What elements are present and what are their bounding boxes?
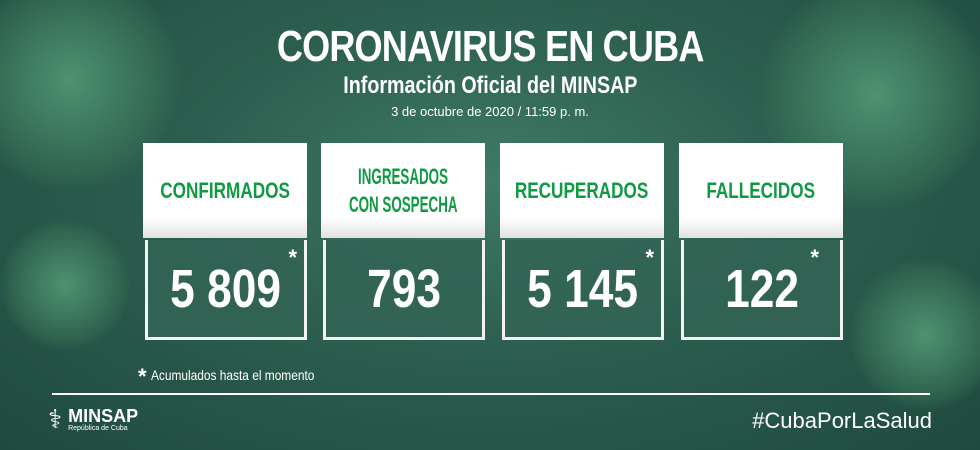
card-label: INGRESADOS CON SOSPECHA (348, 163, 458, 217)
page-subtitle: Información Oficial del MINSAP (342, 72, 638, 99)
card-value: 5 145 (527, 258, 639, 319)
virus-decoration (850, 260, 980, 410)
hashtag: #CubaPorLaSalud (752, 408, 932, 433)
card-value: 122 (725, 258, 799, 319)
footnote: * Acumulados hasta el momento (138, 364, 314, 389)
card-value: 5 809 (170, 258, 282, 319)
caduceus-emblem-icon: ⚕ (48, 404, 63, 434)
asterisk: * (645, 245, 654, 270)
report-datetime: 3 de octubre de 2020 / 11:59 p. m. (391, 104, 589, 119)
card-value: 793 (367, 258, 441, 319)
asterisk: * (810, 245, 819, 270)
card-ingresados: INGRESADOS CON SOSPECHA 793 (321, 143, 485, 341)
minsap-logo: ⚕ MINSAP República de Cuba (48, 404, 139, 434)
card-label: FALLECIDOS (706, 177, 816, 203)
card-label: RECUPERADOS (515, 177, 649, 203)
card-confirmados: CONFIRMADOS 5 809 * (143, 143, 307, 341)
divider (52, 393, 930, 395)
virus-decoration (0, 220, 130, 350)
card-fallecidos: FALLECIDOS 122 * (679, 143, 843, 341)
asterisk: * (288, 245, 297, 270)
page-title: CORONAVIRUS EN CUBA (276, 22, 705, 71)
card-recuperados: RECUPERADOS 5 145 * (500, 143, 664, 341)
card-label: CONFIRMADOS (160, 177, 290, 203)
